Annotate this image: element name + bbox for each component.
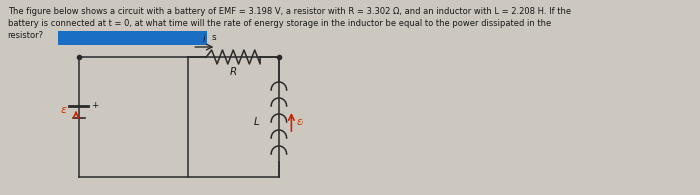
- Text: +: +: [92, 100, 99, 110]
- Text: εₗ: εₗ: [296, 117, 303, 127]
- Text: resistor?: resistor?: [8, 31, 44, 40]
- Text: i: i: [203, 34, 206, 44]
- Text: R: R: [230, 67, 237, 77]
- Text: s: s: [211, 34, 216, 43]
- Bar: [57, 31, 206, 45]
- Text: L: L: [254, 117, 260, 127]
- Text: ε: ε: [60, 105, 66, 115]
- Text: The figure below shows a circuit with a battery of EMF = 3.198 V, a resistor wit: The figure below shows a circuit with a …: [8, 7, 570, 16]
- Text: battery is connected at t = 0, at what time will the rate of energy storage in t: battery is connected at t = 0, at what t…: [8, 19, 551, 28]
